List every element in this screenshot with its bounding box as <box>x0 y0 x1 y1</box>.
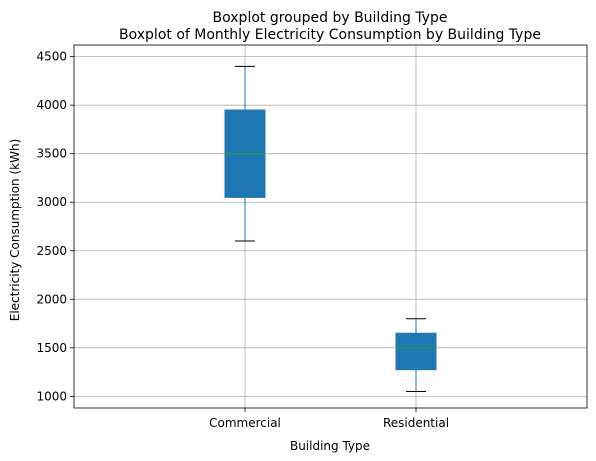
y-tick-label: 3500 <box>36 147 67 161</box>
y-tick-label: 2000 <box>36 292 67 306</box>
y-tick-label: 3000 <box>36 195 67 209</box>
box-residential <box>395 318 437 392</box>
plot-area-frame <box>73 44 588 409</box>
box-commercial <box>224 65 266 242</box>
y-tick-label: 1500 <box>36 341 67 355</box>
x-tick-label: Residential <box>383 416 449 430</box>
x-axis-label: Building Type <box>290 439 370 453</box>
y-tick-label: 2500 <box>36 244 67 258</box>
y-tick-label: 4000 <box>36 98 67 112</box>
chart-suptitle: Boxplot grouped by Building Type <box>213 10 448 26</box>
y-tick-label: 4500 <box>36 50 67 64</box>
y-axis-label: Electricity Consumption (kWh) <box>8 139 22 322</box>
iqr-box <box>395 332 437 371</box>
ticks: 1000 1500 2000 2500 3000 3500 4000 4500 Commerci… <box>36 50 449 430</box>
boxes <box>224 65 437 392</box>
x-tick-label: Commercial <box>209 416 281 430</box>
chart-title: Boxplot of Monthly Electricity Consumpti… <box>119 27 541 43</box>
grid-lines <box>74 45 587 408</box>
y-tick-label: 1000 <box>36 389 67 403</box>
